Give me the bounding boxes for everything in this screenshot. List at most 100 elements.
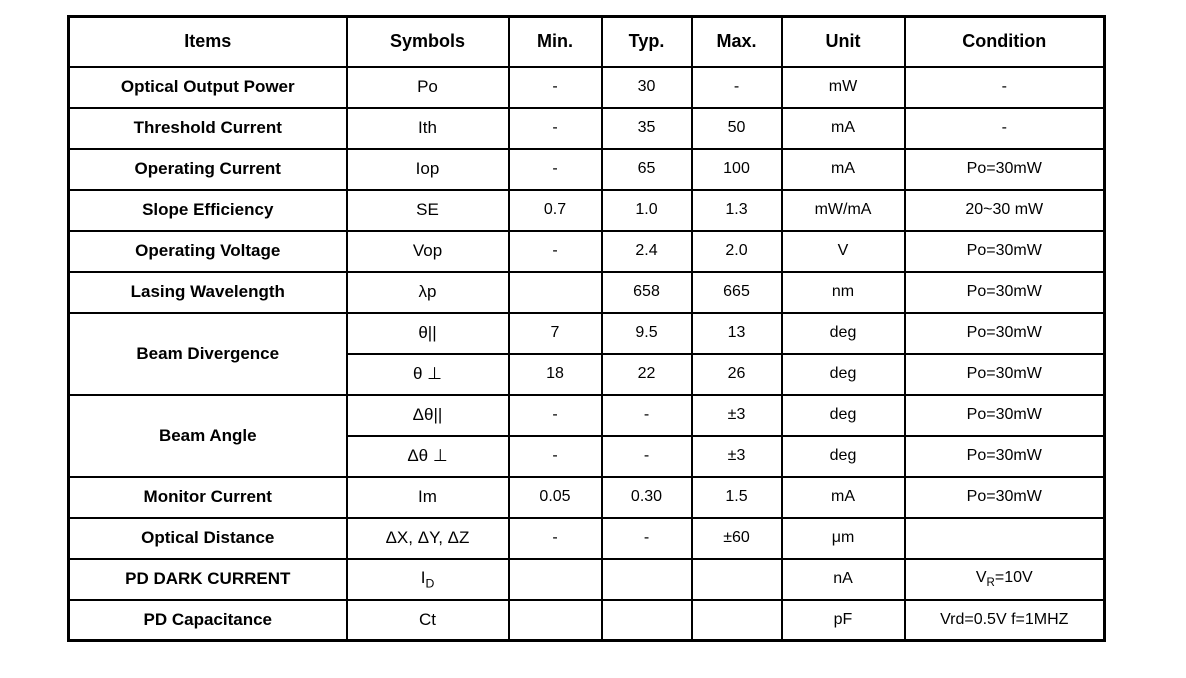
cell-unit: deg [780,311,906,355]
cell-max [690,598,783,642]
cell-condition [903,516,1106,560]
cell-typ: - [600,434,693,478]
cell-min [507,270,603,314]
cell-typ [600,557,693,601]
cell-max: ±3 [690,434,783,478]
header-symbols: Symbols [345,15,510,68]
cell-symbol: Δθ|| [345,393,510,437]
condition-subscript: R [986,577,995,590]
cell-min: 0.05 [507,475,603,519]
cell-min [507,557,603,601]
table-row-optical-output-power: Optical Output Power Po - 30 - mW - [67,65,1106,109]
cell-typ: 22 [600,352,693,396]
cell-max [690,557,783,601]
cell-item: Operating Current [67,147,348,191]
cell-typ: - [600,516,693,560]
cell-symbol: Ith [345,106,510,150]
cell-condition: VR=10V [903,557,1106,601]
table-row-operating-current: Operating Current Iop - 65 100 mA Po=30m… [67,147,1106,191]
cell-typ: 35 [600,106,693,150]
cell-unit: V [780,229,906,273]
cell-condition: Po=30mW [903,147,1106,191]
cell-unit: mA [780,147,906,191]
cell-min: - [507,516,603,560]
cell-symbol: θ|| [345,311,510,355]
condition-post: =10V [994,568,1033,586]
cell-min: - [507,434,603,478]
cell-item-beam-angle: Beam Angle [67,393,348,478]
cell-unit: nA [780,557,906,601]
cell-symbol: ΔX, ΔY, ΔZ [345,516,510,560]
cell-unit: deg [780,434,906,478]
cell-max: 50 [690,106,783,150]
header-typ: Typ. [600,15,693,68]
header-min: Min. [507,15,603,68]
cell-min: 7 [507,311,603,355]
header-condition: Condition [903,15,1106,68]
cell-condition: - [903,65,1106,109]
cell-item: PD Capacitance [67,598,348,642]
cell-typ: - [600,393,693,437]
cell-min: - [507,65,603,109]
cell-condition: Po=30mW [903,393,1106,437]
cell-max: 1.3 [690,188,783,232]
cell-item: Optical Distance [67,516,348,560]
cell-unit: nm [780,270,906,314]
cell-min: - [507,147,603,191]
cell-typ: 9.5 [600,311,693,355]
cell-symbol: SE [345,188,510,232]
cell-max: ±3 [690,393,783,437]
cell-item-beam-divergence: Beam Divergence [67,311,348,396]
cell-max: 2.0 [690,229,783,273]
cell-unit: mA [780,475,906,519]
cell-unit: mA [780,106,906,150]
cell-symbol: ID [345,557,510,601]
cell-max: 1.5 [690,475,783,519]
cell-min: - [507,229,603,273]
header-row: Items Symbols Min. Typ. Max. Unit Condit… [67,15,1106,68]
table-row-optical-distance: Optical Distance ΔX, ΔY, ΔZ - - ±60 μm [67,516,1106,560]
cell-condition: - [903,106,1106,150]
cell-min [507,598,603,642]
cell-unit: pF [780,598,906,642]
cell-item: Lasing Wavelength [67,270,348,314]
cell-condition: Po=30mW [903,229,1106,273]
cell-item: Operating Voltage [67,229,348,273]
cell-min: - [507,393,603,437]
cell-typ: 2.4 [600,229,693,273]
spec-table: Items Symbols Min. Typ. Max. Unit Condit… [67,15,1106,642]
table-row-beam-angle-parallel: Beam Angle Δθ|| - - ±3 deg Po=30mW [67,393,1106,478]
cell-typ: 0.30 [600,475,693,519]
condition-main: V [975,568,987,586]
cell-item: Slope Efficiency [67,188,348,232]
cell-condition: 20~30 mW [903,188,1106,232]
header-items: Items [67,15,348,68]
cell-max: 26 [690,352,783,396]
cell-unit: mW [780,65,906,109]
cell-symbol: λp [345,270,510,314]
cell-condition: Po=30mW [903,434,1106,478]
cell-max: - [690,65,783,109]
cell-symbol: Po [345,65,510,109]
cell-item: Threshold Current [67,106,348,150]
cell-typ: 1.0 [600,188,693,232]
cell-item: PD DARK CURRENT [67,557,348,601]
header-max: Max. [690,15,783,68]
table-row-threshold-current: Threshold Current Ith - 35 50 mA - [67,106,1106,150]
cell-symbol: Im [345,475,510,519]
table-row-lasing-wavelength: Lasing Wavelength λp 658 665 nm Po=30mW [67,270,1106,314]
table-row-slope-efficiency: Slope Efficiency SE 0.7 1.0 1.3 mW/mA 20… [67,188,1106,232]
cell-max: ±60 [690,516,783,560]
cell-max: 665 [690,270,783,314]
cell-typ [600,598,693,642]
cell-condition: Po=30mW [903,352,1106,396]
cell-unit: deg [780,393,906,437]
table-row-operating-voltage: Operating Voltage Vop - 2.4 2.0 V Po=30m… [67,229,1106,273]
cell-min: - [507,106,603,150]
table-row-monitor-current: Monitor Current Im 0.05 0.30 1.5 mA Po=3… [67,475,1106,519]
cell-symbol: Δθ ⊥ [345,434,510,478]
cell-condition: Po=30mW [903,311,1106,355]
cell-item: Monitor Current [67,475,348,519]
cell-item: Optical Output Power [67,65,348,109]
